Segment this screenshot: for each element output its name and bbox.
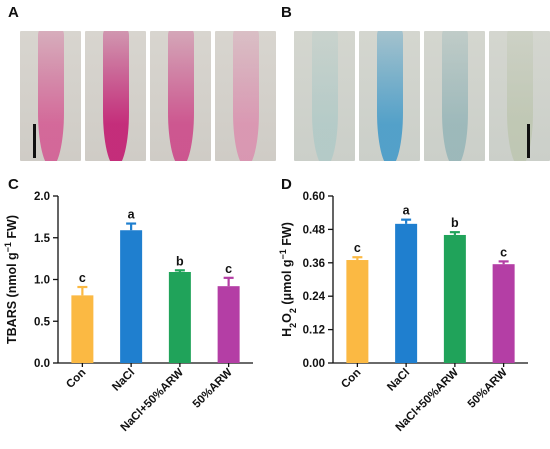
significance-letter: c [225, 262, 232, 276]
root-stain [233, 31, 259, 161]
bar [346, 260, 369, 363]
significance-letter: b [451, 216, 459, 230]
root-stain [442, 31, 468, 161]
y-axis-label-part: H [280, 328, 294, 337]
root-photo-b-4 [489, 31, 550, 161]
bar [71, 295, 94, 363]
root-photo-a-1 [20, 31, 81, 161]
category-label: NaCl [385, 367, 412, 394]
significance-letter: c [354, 241, 361, 255]
y-tick-label: 0.48 [303, 224, 326, 236]
category-label: NaCl [110, 367, 137, 394]
y-tick-label: 2.0 [34, 191, 50, 203]
y-tick-label: 0.00 [303, 358, 325, 370]
root-photo-a-3 [150, 31, 211, 161]
y-tick-label: 1.0 [34, 275, 50, 287]
y-tick-label: 0.36 [303, 258, 325, 270]
root-stain [103, 31, 129, 161]
root-stain [38, 31, 64, 161]
category-label: 50%ARW [191, 367, 235, 411]
panel-label-d: D [281, 176, 292, 193]
bar [217, 286, 240, 363]
photo-strip-b [294, 31, 550, 161]
scale-bar-b [527, 124, 530, 158]
significance-letter: a [403, 204, 411, 218]
chart-d: 0.000.120.240.360.480.60cConaNaClbNaCl+5… [278, 191, 528, 434]
significance-letter: b [176, 254, 184, 268]
category-label: Con [339, 367, 363, 391]
bar [395, 223, 418, 363]
y-tick-label: 0.0 [34, 358, 50, 370]
y-tick-label: 1.5 [34, 233, 51, 245]
bar [443, 234, 466, 363]
significance-letter: a [128, 208, 136, 222]
bar [168, 271, 191, 363]
panel-label-b: B [281, 4, 292, 21]
bar [492, 264, 515, 363]
category-label: 50%ARW [466, 367, 510, 411]
significance-letter: c [500, 245, 507, 259]
y-axis-label-part: FW) [5, 215, 19, 242]
scale-bar-a [33, 124, 36, 158]
y-axis-label: TBARS (nmol g−1 FW) [3, 215, 19, 344]
bar [120, 230, 143, 363]
y-axis-label-part: −1 [3, 242, 13, 252]
root-stain [312, 31, 338, 161]
y-axis-label-part: −1 [278, 249, 288, 259]
category-label: Con [64, 367, 88, 391]
y-axis-label-part: (μmol g [280, 259, 294, 308]
root-photo-b-3 [424, 31, 485, 161]
root-photo-b-2 [359, 31, 420, 161]
y-tick-label: 0.12 [303, 325, 325, 337]
root-photo-a-2 [85, 31, 146, 161]
y-axis-label-part: TBARS (nmol g [5, 252, 19, 344]
significance-letter: c [79, 271, 86, 285]
panel-label-a: A [8, 4, 19, 21]
panel-label-c: C [8, 176, 19, 193]
root-stain [168, 31, 194, 161]
y-axis-label: H2O2 (μmol g−1 FW) [278, 222, 298, 337]
y-axis-label-part: 2 [288, 308, 298, 313]
chart-c: 0.00.51.01.52.0cConaNaClbNaCl+50%ARWc50%… [3, 191, 253, 434]
y-tick-label: 0.5 [34, 316, 51, 328]
root-photo-a-4 [215, 31, 276, 161]
root-stain [377, 31, 403, 161]
y-axis-label-part: O [280, 313, 294, 323]
y-tick-label: 0.60 [303, 191, 325, 203]
y-tick-label: 0.24 [303, 291, 326, 303]
y-axis-label-part: FW) [280, 222, 294, 249]
photo-strip-a [20, 31, 276, 161]
y-axis-label-part: 2 [288, 323, 298, 328]
root-photo-b-1 [294, 31, 355, 161]
